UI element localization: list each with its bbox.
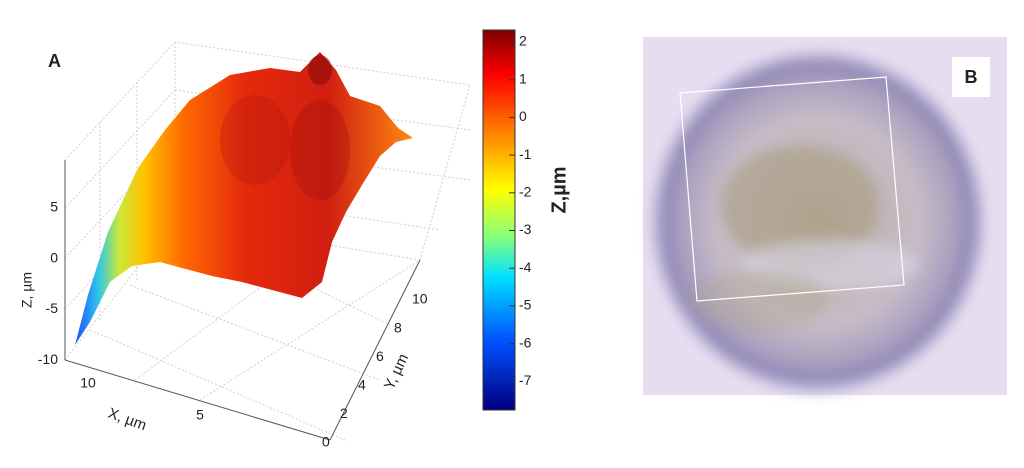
- panel-label: A: [48, 51, 61, 71]
- colorbar-tick-label: -1: [519, 146, 532, 162]
- micrograph: [643, 37, 1007, 395]
- z-tick-label: 5: [50, 199, 58, 215]
- x-tick-label: 5: [196, 407, 204, 423]
- z-axis-label: Z, µm: [19, 272, 35, 308]
- y-tick-label: 2: [340, 405, 348, 421]
- z-tick-label: 0: [50, 249, 58, 265]
- colorbar-tick-label: 2: [519, 33, 527, 49]
- x-axis-label: X, µm: [106, 405, 149, 434]
- z-tick-label: -5: [46, 300, 59, 316]
- z-tick-label: -10: [38, 351, 58, 367]
- y-tick-label: 6: [376, 348, 384, 364]
- colorbar-tick-label: 0: [519, 108, 527, 124]
- colorbar-tick-label: -7: [519, 372, 532, 388]
- y-tick-label: 4: [358, 377, 366, 393]
- y-tick-label: 0: [322, 434, 330, 450]
- y-tick-label: 10: [412, 291, 428, 307]
- panel-label: B: [965, 67, 978, 87]
- colorbar-tick-label: -4: [519, 259, 532, 275]
- colorbar-tick-label: 1: [519, 70, 527, 86]
- y-tick-label: 8: [394, 319, 402, 335]
- colorbar-tick-label: -5: [519, 297, 532, 313]
- colorbar-tick-label: -3: [519, 221, 532, 237]
- surface: [75, 52, 413, 345]
- colorbar-tick-label: -6: [519, 334, 532, 350]
- y-axis-label: Y, µm: [381, 351, 412, 392]
- x-tick-label: 10: [80, 375, 96, 391]
- colorbar-tick-label: -2: [519, 184, 532, 200]
- colorbar: [482, 29, 516, 411]
- colorbar-label: Z,µm: [548, 166, 570, 213]
